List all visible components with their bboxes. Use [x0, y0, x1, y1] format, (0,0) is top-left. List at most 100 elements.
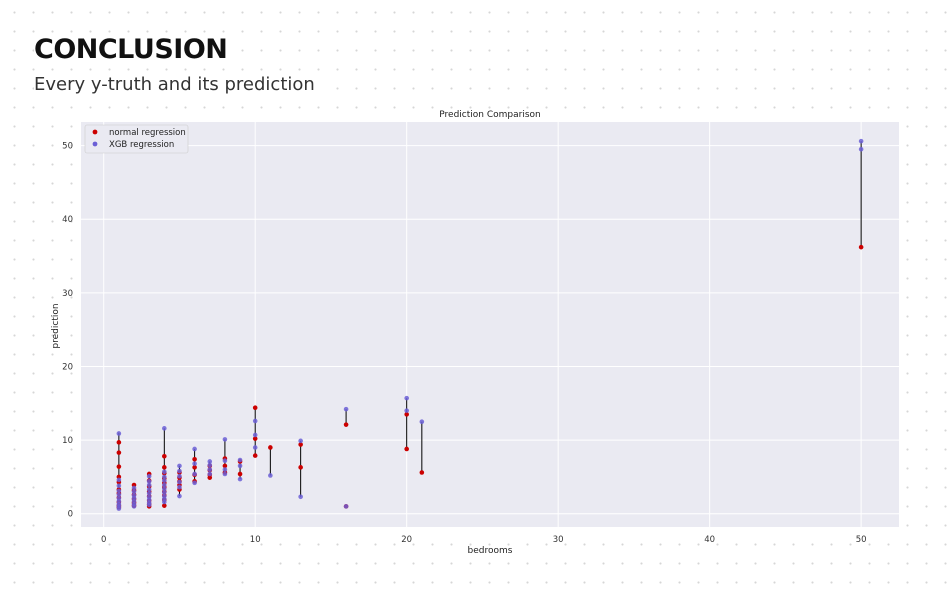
legend-box [84, 124, 189, 154]
y-tick-label: 30 [62, 289, 73, 299]
xgb-point [222, 467, 228, 472]
x-axis-label: bedrooms [468, 546, 513, 556]
xgb-point [237, 476, 243, 482]
x-tick-label: 10 [250, 535, 261, 545]
xgb-point [162, 482, 167, 488]
normal-point [419, 470, 425, 475]
normal-point [298, 465, 303, 470]
normal-point [298, 442, 303, 447]
legend-label-xgb: XGB regression [109, 140, 174, 150]
xgb-point [162, 469, 167, 475]
normal-point [237, 471, 243, 477]
xgb-point [162, 499, 167, 505]
y-tick-label: 20 [62, 362, 73, 372]
xgb-point [177, 463, 182, 469]
slide-title: CONCLUSION [34, 34, 234, 65]
xgb-point [252, 418, 258, 424]
xgb-point [192, 446, 197, 452]
normal-point [404, 412, 409, 417]
xgb-point [162, 486, 167, 492]
xgb-point [146, 473, 152, 479]
xgb-point [162, 490, 167, 495]
normal-point [192, 456, 197, 462]
xgb-point [237, 457, 243, 463]
x-tick-label: 50 [856, 535, 867, 545]
xgb-point [207, 462, 213, 468]
xgb-point [858, 138, 864, 144]
x-tick-label: 0 [101, 535, 106, 545]
data-points [116, 138, 864, 511]
xgb-point [222, 458, 228, 464]
xgb-point [207, 459, 213, 464]
xgb-point [162, 478, 167, 483]
xgb-point [343, 504, 349, 509]
xgb-point [131, 489, 137, 494]
xgb-point [222, 437, 228, 442]
xgb-point [131, 485, 137, 491]
normal-point [192, 465, 197, 470]
xgb-point [298, 494, 303, 500]
xgb-point [116, 483, 122, 489]
normal-point [343, 422, 349, 427]
xgb-point [252, 445, 258, 450]
slide-subtitle: Every y-truth and its prediction [34, 74, 321, 95]
normal-point [162, 454, 167, 459]
normal-point [222, 463, 228, 469]
xgb-point [146, 490, 152, 496]
normal-point [858, 244, 864, 250]
legend-marker-normal [92, 129, 98, 135]
xgb-point [146, 482, 152, 488]
x-tick-label: 40 [704, 535, 715, 545]
normal-point [268, 445, 273, 450]
y-tick-label: 10 [62, 436, 73, 446]
normal-point [162, 503, 167, 508]
xgb-point [162, 474, 167, 480]
xgb-point [116, 477, 122, 483]
xgb-point [343, 406, 349, 412]
xgb-point [177, 484, 182, 490]
y-tick-label: 50 [62, 142, 73, 152]
x-tick-label: 20 [401, 535, 412, 545]
chart-title: Prediction Comparison [439, 110, 540, 120]
xgb-point [207, 467, 213, 472]
xgb-point [404, 395, 409, 401]
y-axis-label: prediction [51, 303, 61, 348]
xgb-point [177, 473, 182, 479]
xgb-point [222, 471, 228, 477]
xgb-point [177, 479, 182, 485]
y-tick-label: 0 [68, 510, 73, 520]
xgb-point [192, 461, 197, 466]
xgb-point [116, 492, 122, 497]
xgb-point [858, 146, 864, 152]
plot-area [81, 122, 899, 527]
xgb-point [268, 473, 273, 478]
xgb-point [162, 426, 167, 431]
xgb-point [192, 471, 197, 477]
normal-point [162, 465, 167, 470]
xgb-point [177, 493, 182, 499]
xgb-point [131, 504, 137, 509]
legend-marker-xgb [92, 141, 98, 147]
normal-point [252, 453, 258, 458]
legend-label-normal: normal regression [109, 128, 186, 138]
x-tick-label: 30 [553, 535, 564, 545]
normal-point [116, 440, 122, 445]
normal-point [116, 464, 122, 469]
normal-point [207, 475, 213, 480]
xgb-point [116, 506, 122, 511]
xgb-point [146, 479, 152, 484]
xgb-point [146, 502, 152, 508]
xgb-point [237, 463, 243, 469]
xgb-point [177, 468, 182, 474]
normal-point [252, 436, 258, 441]
xgb-point [116, 488, 122, 494]
axis-ticks: 0 10 20 30 40 50 0 10 20 30 40 50 [62, 142, 866, 545]
xgb-point [207, 471, 213, 477]
normal-point [252, 405, 258, 411]
normal-point [116, 450, 122, 455]
normal-point [404, 446, 409, 452]
xgb-point [404, 408, 409, 413]
xgb-point [116, 431, 122, 436]
xgb-point [192, 480, 197, 486]
xgb-point [146, 487, 152, 492]
